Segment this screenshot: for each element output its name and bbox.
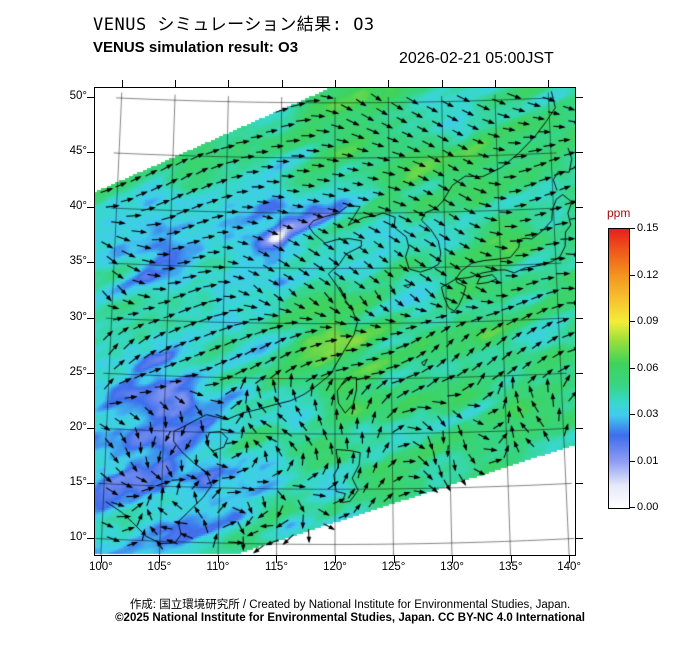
colorbar-tick-label: 0.01 [637, 454, 659, 467]
lon-tick-mark [100, 556, 102, 563]
colorbar-tick-mark [630, 507, 635, 508]
credit-line: 作成: 国立環境研究所 / Created by National Instit… [129, 599, 571, 611]
lat-tick-mark-right [576, 483, 583, 485]
colorbar-tick-label: 0.09 [637, 315, 659, 327]
lat-tick-mark [87, 538, 94, 540]
colorbar-tick-label: 0.12 [637, 268, 659, 281]
lat-tick-mark-right [576, 96, 583, 98]
colorbar-tick-mark [630, 274, 635, 276]
lat-tick-mark-right [576, 538, 583, 540]
lat-tick-label: 15° [69, 476, 87, 489]
lon-tick-label: 100° [88, 561, 113, 573]
colorbar-tick-label: 0.06 [637, 361, 659, 374]
colorbar-tick-mark [630, 460, 635, 462]
lat-tick-mark [87, 152, 94, 154]
colorbar-tick-label: 0.00 [637, 501, 659, 513]
lat-tick-mark [87, 262, 94, 264]
lon-tick-label: 130° [440, 561, 464, 573]
lat-tick-mark [87, 372, 94, 374]
lon-tick-mark [510, 556, 512, 563]
page-subtitle-english: VENUS simulation result: O3 [93, 39, 299, 56]
lon-tick-mark [393, 556, 395, 563]
lon-tick-mark [452, 556, 454, 563]
map-frame [94, 87, 576, 556]
lat-tick-mark [87, 483, 94, 485]
lat-tick-mark-right [576, 428, 583, 430]
lon-tick-mark [569, 556, 571, 563]
colorbar-tick-label: 0.15 [637, 222, 659, 234]
lon-tick-mark-top [121, 80, 123, 87]
lat-tick-mark [87, 428, 94, 430]
lat-tick-label: 35° [69, 255, 87, 268]
lon-tick-mark [335, 556, 336, 563]
lon-tick-mark-top [494, 80, 496, 87]
lon-tick-mark-top [388, 80, 390, 87]
lat-tick-mark-right [576, 262, 583, 264]
lat-tick-mark-right [576, 317, 583, 319]
lat-tick-label: 10° [69, 531, 87, 544]
timestamp: 2026-02-21 05:00JST [399, 50, 554, 67]
lon-tick-mark [159, 556, 161, 563]
lon-tick-label: 120° [323, 561, 347, 573]
lat-tick-mark-right [576, 372, 583, 374]
lat-tick-label: 25° [69, 365, 87, 378]
lat-tick-mark [87, 207, 94, 209]
lon-tick-label: 110° [206, 561, 230, 573]
license-line: ©2025 National Institute for Environment… [115, 612, 585, 624]
page-title-japanese: VENUS シミュレーション結果: O3 [93, 15, 375, 35]
colorbar-unit-label: ppm [607, 206, 631, 220]
lat-tick-label: 40° [69, 200, 87, 213]
lon-tick-mark-top [281, 80, 283, 87]
lat-tick-mark-right [576, 207, 583, 209]
lon-tick-mark-top [441, 80, 443, 87]
colorbar-tick-mark [630, 414, 635, 415]
lon-tick-label: 140° [557, 561, 582, 573]
lon-tick-mark [276, 556, 278, 563]
lat-tick-mark-right [576, 152, 583, 154]
lon-tick-label: 135° [498, 561, 523, 573]
colorbar-tick-mark [630, 228, 635, 229]
colorbar-gradient [608, 228, 630, 509]
lat-tick-label: 50° [69, 89, 87, 102]
lon-tick-mark [217, 556, 219, 563]
lon-tick-mark-top [228, 80, 230, 87]
lat-tick-label: 30° [69, 310, 87, 323]
lon-tick-mark-top [335, 80, 336, 87]
lat-tick-label: 20° [69, 421, 87, 434]
lat-tick-label: 45° [69, 145, 87, 158]
lon-tick-label: 105° [147, 561, 172, 573]
lon-tick-label: 115° [264, 561, 288, 573]
simulation-map-canvas [95, 88, 575, 555]
colorbar-tick-mark [630, 367, 635, 369]
lon-tick-label: 125° [381, 561, 406, 573]
lon-tick-mark-top [548, 80, 550, 87]
colorbar-tick-label: 0.03 [637, 408, 659, 420]
lon-tick-mark-top [175, 80, 177, 87]
colorbar-tick-mark [630, 321, 635, 322]
lat-tick-mark [87, 96, 94, 98]
lat-tick-mark [87, 317, 94, 319]
